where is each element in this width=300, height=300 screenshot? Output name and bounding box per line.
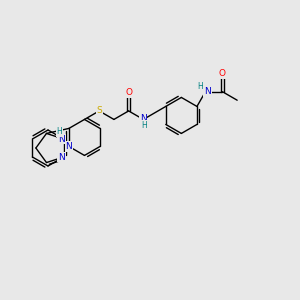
- Text: O: O: [125, 88, 132, 98]
- Text: N: N: [65, 142, 72, 151]
- Text: H: H: [57, 128, 62, 136]
- Text: S: S: [96, 106, 102, 116]
- Text: O: O: [219, 69, 226, 78]
- Text: H: H: [142, 121, 147, 130]
- Text: N: N: [58, 152, 65, 161]
- Text: N: N: [140, 114, 147, 123]
- Text: N: N: [58, 134, 65, 143]
- Text: H: H: [198, 82, 203, 91]
- Text: N: N: [204, 87, 211, 96]
